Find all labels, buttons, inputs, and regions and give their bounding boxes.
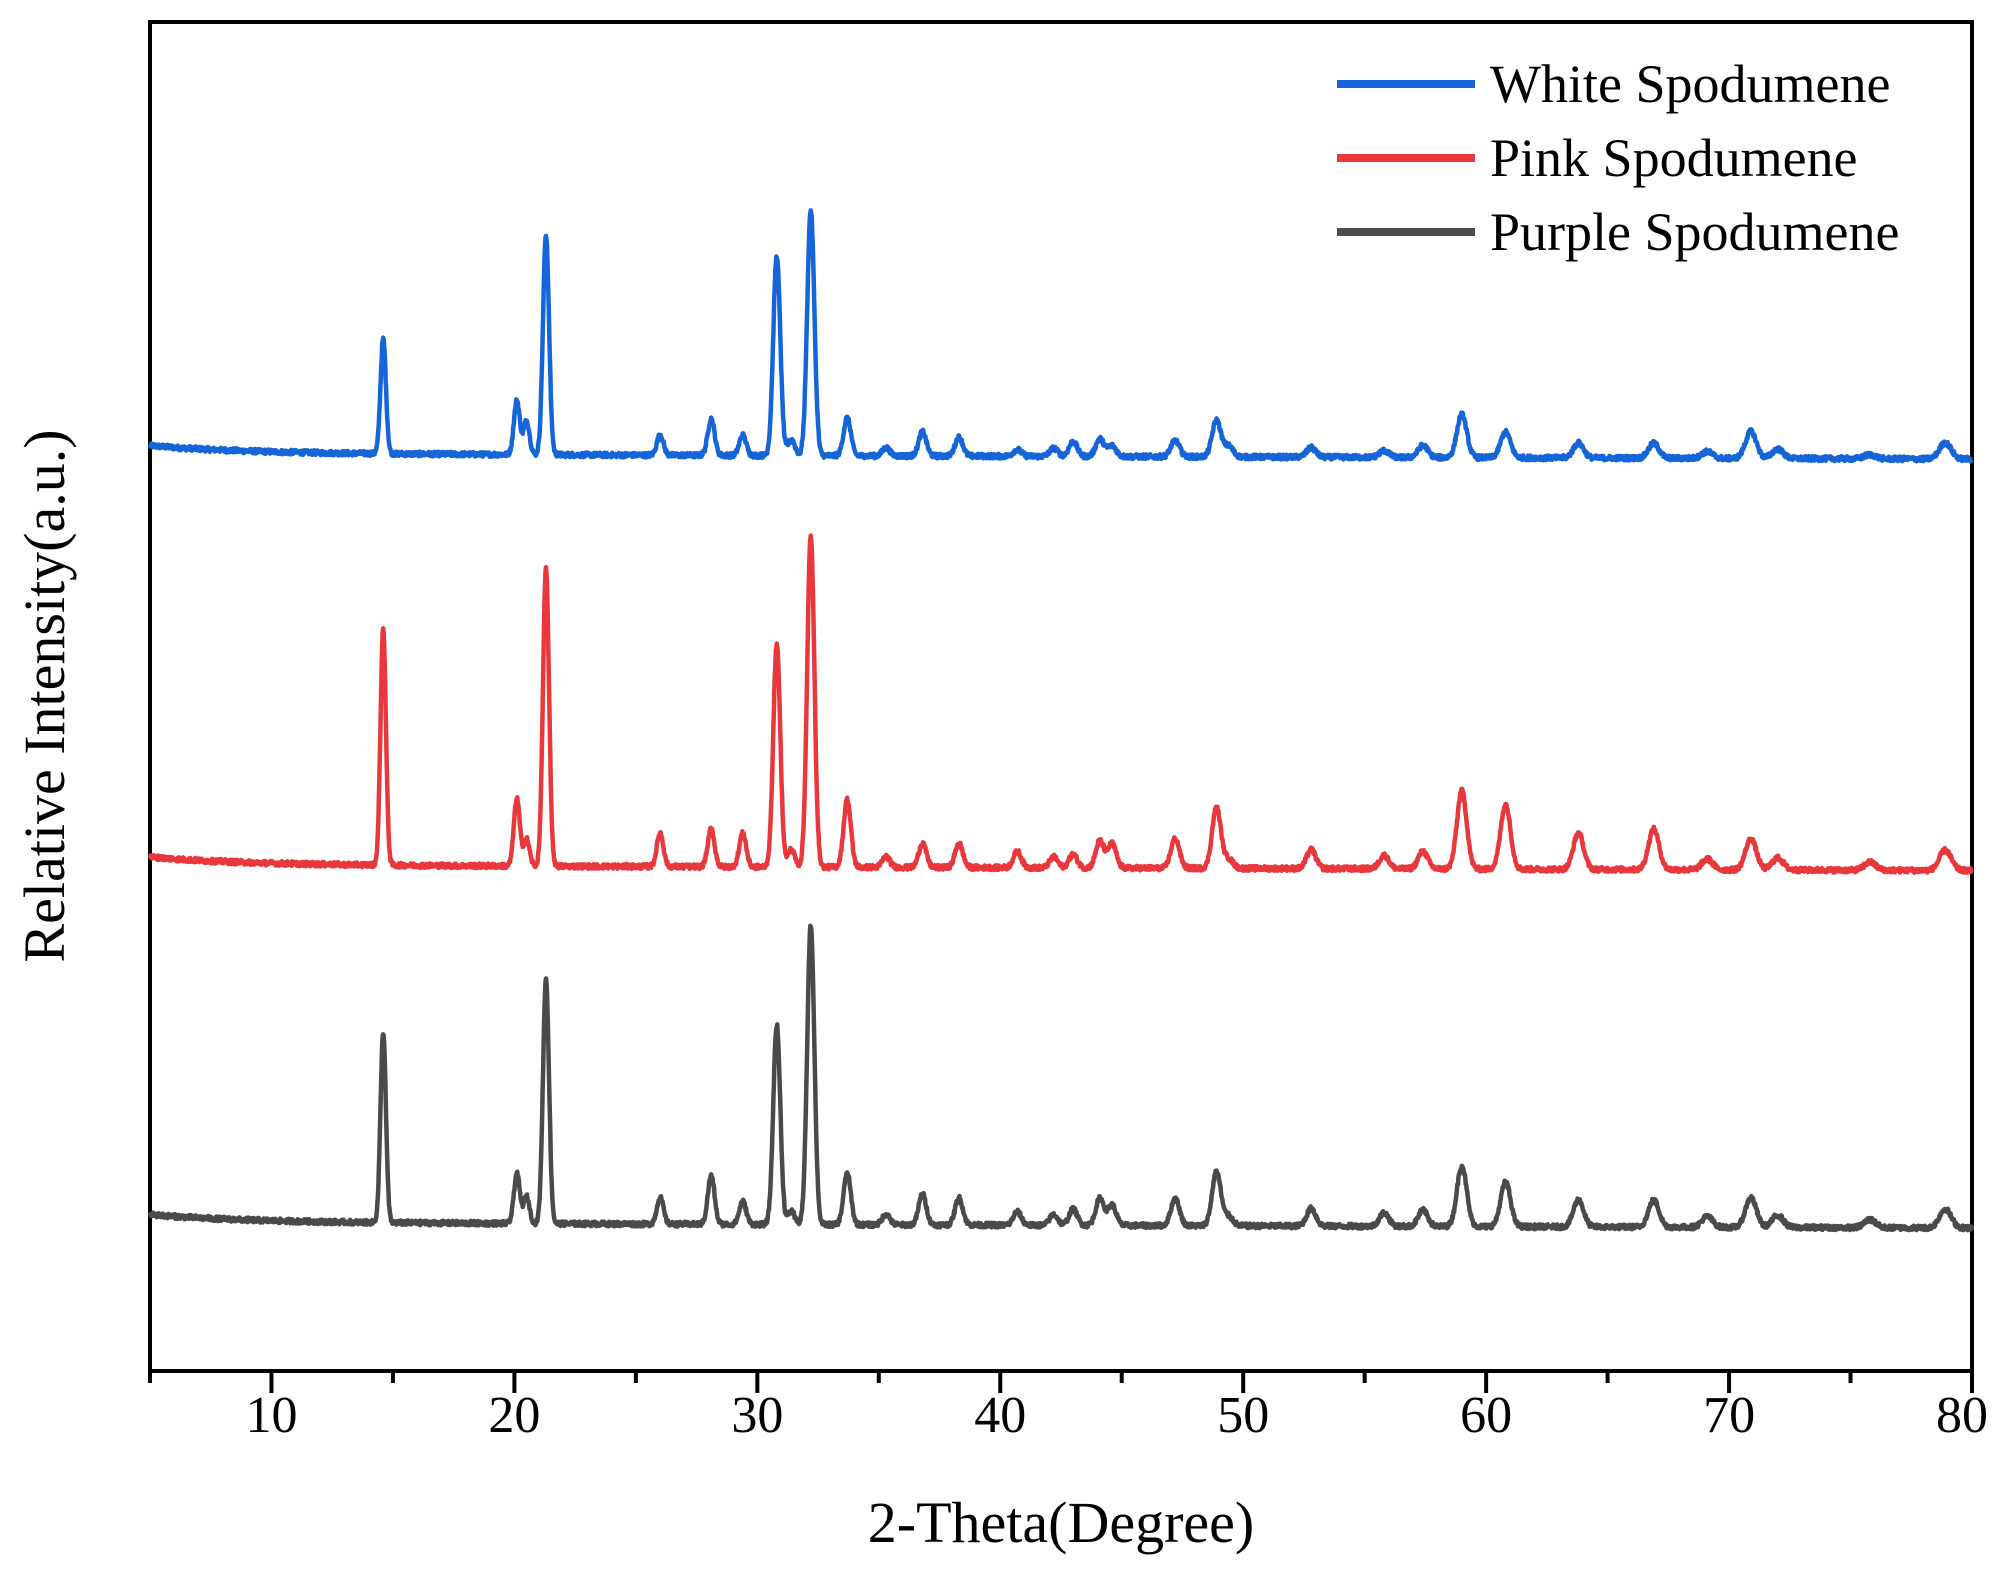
- legend-label-white: White Spodumene: [1490, 54, 1890, 114]
- series-line-pink: [147, 533, 1975, 875]
- series-line-purple: [147, 923, 1975, 1233]
- x-tick-label: 10: [245, 1387, 297, 1444]
- x-tick-label: 60: [1460, 1387, 1512, 1444]
- legend-label-pink: Pink Spodumene: [1490, 128, 1858, 188]
- x-tick-label: 80: [1936, 1387, 1988, 1444]
- x-tick-label: 40: [974, 1387, 1026, 1444]
- y-axis-title: Relative Intensity(a.u.): [12, 429, 77, 962]
- x-axis-ticks: 10 20 30 40 50 60 70 80: [148, 1371, 1988, 1444]
- legend: White Spodumene Pink Spodumene Purple Sp…: [1337, 54, 1899, 262]
- x-tick-label: 50: [1217, 1387, 1269, 1444]
- x-tick-label: 70: [1703, 1387, 1755, 1444]
- x-tick-label: 30: [731, 1387, 783, 1444]
- x-axis-title: 2-Theta(Degree): [868, 1490, 1254, 1555]
- plot-frame: [148, 20, 1974, 1373]
- series-line-white: [147, 208, 1974, 464]
- x-tick-label: 20: [488, 1387, 540, 1444]
- legend-label-purple: Purple Spodumene: [1490, 202, 1899, 262]
- series-group: [147, 208, 1975, 1233]
